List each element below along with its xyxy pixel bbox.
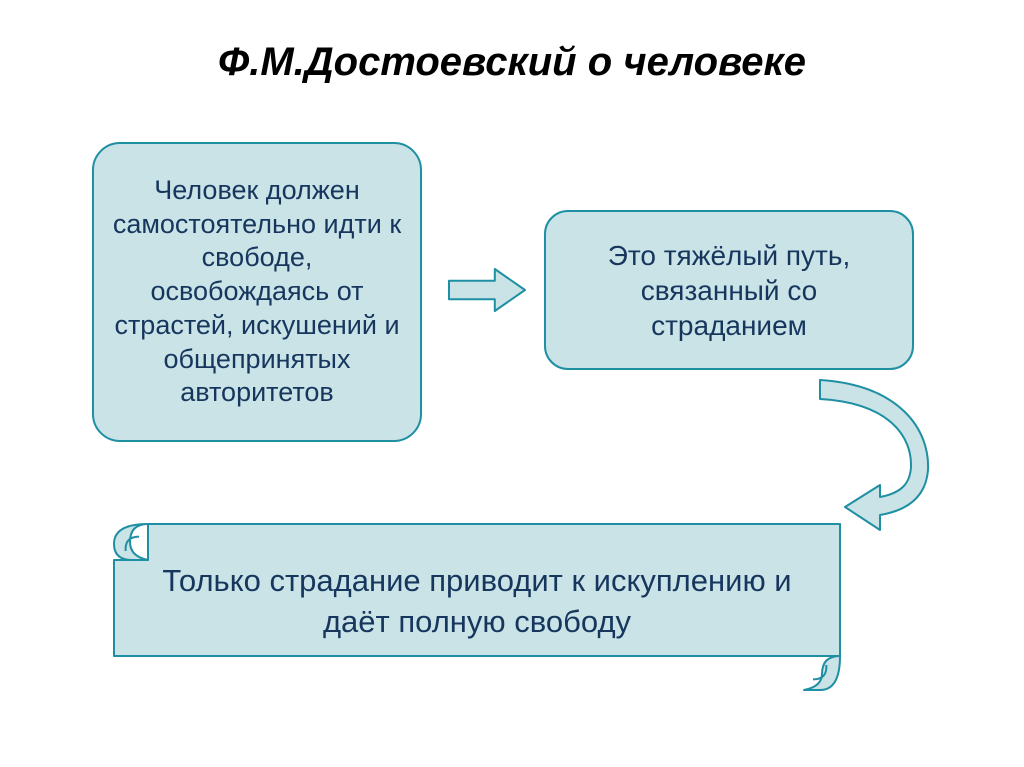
curved-arrow-icon xyxy=(790,375,940,535)
conclusion-scroll: Только страдание приводит к искуплению и… xyxy=(112,522,842,692)
concept-box-suffering-path-text: Это тяжёлый путь, связанный со страдание… xyxy=(562,238,896,343)
slide-title: Ф.М.Достоевский о человеке xyxy=(0,40,1024,85)
concept-box-suffering-path: Это тяжёлый путь, связанный со страдание… xyxy=(544,210,914,370)
concept-box-freedom: Человек должен самостоятельно идти к сво… xyxy=(92,142,422,442)
concept-box-freedom-text: Человек должен самостоятельно идти к сво… xyxy=(110,174,404,410)
conclusion-scroll-text: Только страдание приводит к искуплению и… xyxy=(152,533,802,671)
arrow-right-icon xyxy=(448,268,526,312)
